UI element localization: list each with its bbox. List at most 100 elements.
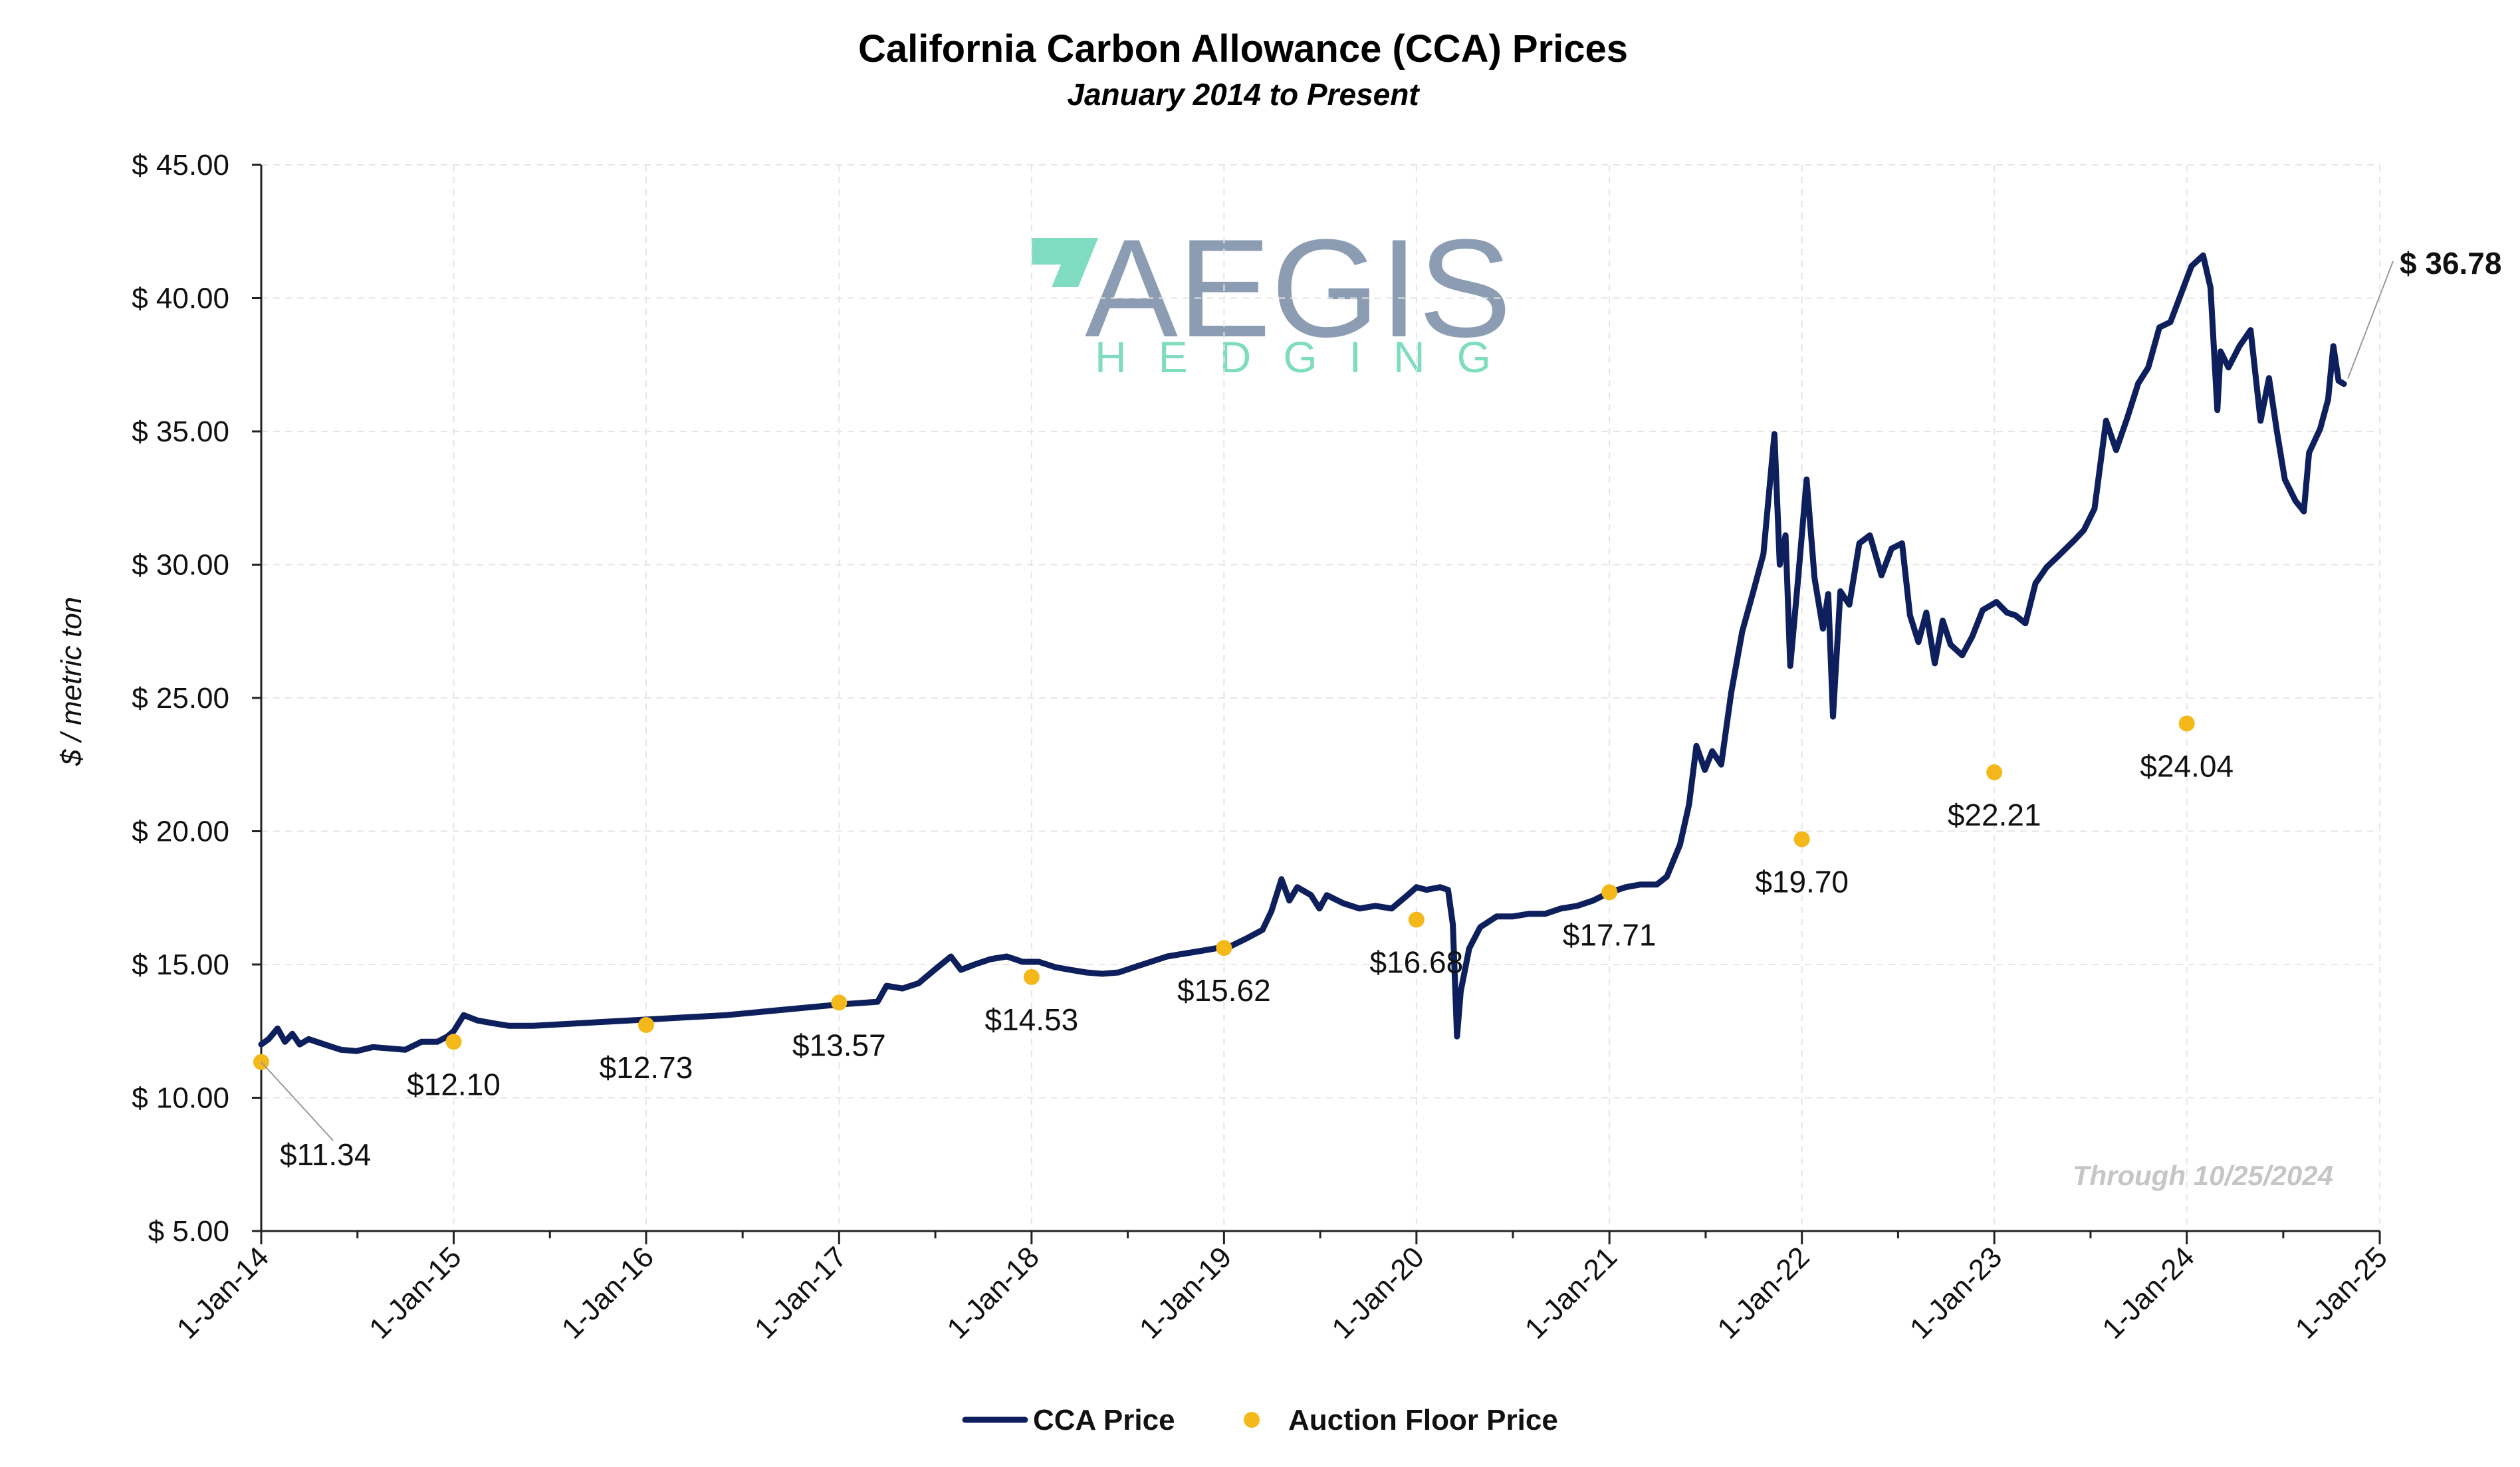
cca-price-point: [403, 1048, 407, 1052]
cca-price-point: [1325, 893, 1329, 897]
auction-floor-value-label: $13.57: [792, 1028, 886, 1062]
cca-price-point: [1036, 959, 1041, 964]
cca-price-point: [1980, 608, 1985, 612]
cca-price-point: [2293, 499, 2298, 503]
cca-price-point: [1269, 909, 1274, 913]
cca-price-point: [2082, 528, 2087, 532]
cca-price-point: [297, 1042, 302, 1047]
cca-price-point: [1788, 663, 1793, 668]
cca-price-point: [2283, 477, 2287, 482]
cca-price-point: [1494, 914, 1499, 919]
aegis-hedging-logo: AEGIS HEDGING: [1032, 210, 1523, 382]
cca-price-point: [419, 1040, 424, 1044]
cca-price-point: [1729, 690, 1734, 695]
auction-floor-point: [1601, 884, 1618, 901]
auction-floor-value-label: $24.04: [2140, 748, 2234, 783]
auction-floor-point: [1986, 764, 2003, 780]
cca-price-point: [1405, 893, 1410, 897]
cca-price-point: [2114, 448, 2119, 453]
cca-price-point: [1826, 592, 1831, 596]
x-tick-label: 1-Jan-16: [556, 1240, 660, 1345]
cca-price-point: [2208, 285, 2213, 290]
x-tick-label: 1-Jan-21: [1519, 1240, 1623, 1345]
auction-floor-point: [445, 1034, 462, 1050]
cca-price-point: [1821, 626, 1825, 631]
cca-price-point: [1932, 661, 1937, 665]
cca-price-point: [932, 968, 937, 972]
cca-price-point: [451, 1029, 456, 1034]
cca-price-point: [1740, 629, 1745, 633]
cca-price-point: [1341, 901, 1345, 905]
x-tick-label: 1-Jan-15: [363, 1240, 467, 1345]
cca-price-point: [1847, 602, 1852, 607]
cca-price-point: [2146, 365, 2150, 370]
cca-price-point: [2023, 621, 2027, 625]
cca-price-point: [1678, 842, 1682, 847]
cca-price-point: [1053, 965, 1058, 970]
cca-price-point: [1510, 914, 1515, 919]
cca-price-point: [1924, 610, 1928, 615]
cca-price-point: [531, 1024, 536, 1028]
x-tick-label: 1-Jan-20: [1325, 1240, 1430, 1345]
cca-price-point: [1454, 1034, 1459, 1039]
cca-price-point: [1181, 951, 1185, 956]
cca-price-point: [1751, 589, 1756, 594]
cca-price-point: [1295, 885, 1300, 889]
cca-price-point: [2071, 538, 2076, 543]
last-value-label: $ 36.78: [2400, 246, 2501, 281]
cca-price-point: [2033, 581, 2038, 586]
cca-price-point: [1020, 959, 1025, 964]
cca-price-point: [1424, 887, 1429, 892]
cca-price-point: [949, 954, 953, 959]
auction-floor-point: [2178, 715, 2195, 732]
auction-floor-value-label: $12.10: [407, 1067, 501, 1101]
cca-price-point: [1575, 903, 1579, 908]
auction-floor-labels: $11.34 $12.10 $12.73 $13.57 $14.53 $15.62 $16.…: [280, 748, 2234, 1171]
y-tick-label: $ 5.00: [148, 1215, 229, 1248]
y-tick-label: $ 25.00: [132, 682, 229, 715]
y-tick-label: $ 40.00: [132, 282, 229, 315]
cca-price-point: [1812, 576, 1817, 580]
cca-price-point: [1526, 911, 1531, 916]
logo-main-text: AEGIS: [1085, 210, 1512, 366]
x-tick-label: 1-Jan-22: [1711, 1240, 1815, 1345]
cca-price-point: [306, 1037, 311, 1042]
cca-price-point: [1591, 898, 1595, 903]
cca-price-point: [1357, 906, 1362, 911]
cca-price-point: [724, 1013, 729, 1018]
auction-floor-value-label: $22.21: [1948, 798, 2041, 832]
cca-price-point: [1068, 968, 1072, 972]
cca-price-point: [2307, 451, 2311, 455]
cca-price-point: [1889, 546, 1894, 551]
y-tick-label: $ 15.00: [132, 949, 229, 981]
logo-mark-icon: [1032, 238, 1098, 287]
cca-price-point: [973, 962, 977, 966]
cca-price-point: [2237, 344, 2242, 348]
auction-floor-value-label: $14.53: [984, 1002, 1078, 1037]
cca-price-point: [1260, 927, 1265, 932]
cca-price-point: [1450, 922, 1455, 927]
cca-price-point: [1970, 634, 1974, 639]
cca-price-point: [1100, 972, 1105, 976]
cca-price-point: [490, 1021, 495, 1026]
cca-price-point: [1212, 946, 1217, 951]
y-tick-label: $ 10.00: [132, 1082, 229, 1115]
logo-sub-text: HEDGING: [1095, 332, 1523, 382]
x-tick-label: 1-Jan-23: [1904, 1240, 2008, 1345]
cca-price-point: [435, 1040, 439, 1044]
legend: CCA Price Auction Floor Price: [962, 1404, 1558, 1436]
cca-price-point: [988, 957, 992, 961]
cca-price-point: [900, 986, 905, 991]
cca-price-point: [2337, 378, 2341, 383]
cca-price-point: [1478, 925, 1482, 929]
cca-price-point: [1994, 600, 1999, 604]
cca-price-point: [2157, 325, 2162, 330]
cca-price-point: [275, 1026, 280, 1031]
cca-price-point: [959, 968, 963, 972]
cca-price-point: [1246, 935, 1250, 940]
x-tick-label: 1-Jan-24: [2096, 1240, 2200, 1345]
auction-floor-value-label: $16.68: [1370, 945, 1464, 980]
legend-auction-floor-swatch: [1244, 1412, 1260, 1428]
cca-price-point: [322, 1042, 327, 1047]
